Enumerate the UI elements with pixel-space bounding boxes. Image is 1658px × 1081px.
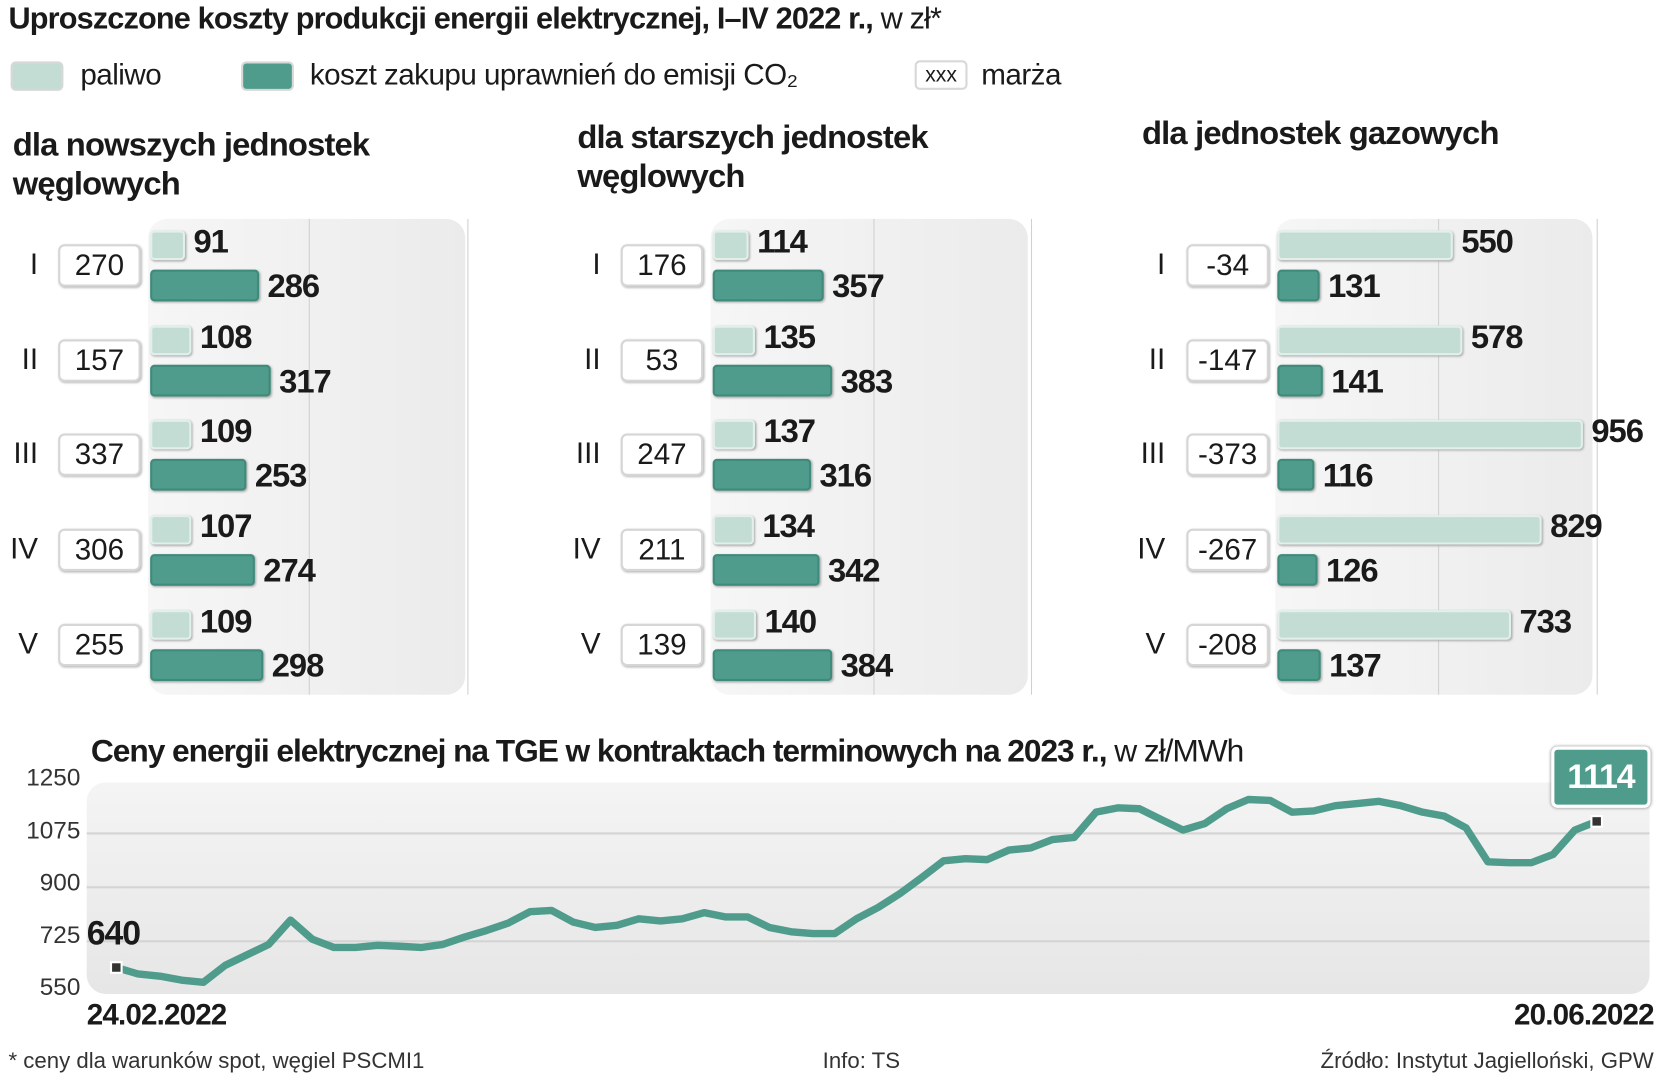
endpoint-marker: [111, 962, 122, 973]
end-value-badge: 1114: [1551, 747, 1650, 808]
source-credit: Źródło: Instytut Jagielloński, GPW: [1321, 1049, 1654, 1074]
x-start-date: 24.02.2022: [87, 998, 227, 1032]
start-value-label: 640: [87, 914, 140, 953]
endpoint-marker: [1591, 816, 1602, 827]
x-end-date: 20.06.2022: [1514, 998, 1654, 1032]
footnote: * ceny dla warunków spot, węgiel PSCMI1: [8, 1049, 424, 1074]
info-credit: Info: TS: [823, 1049, 900, 1074]
